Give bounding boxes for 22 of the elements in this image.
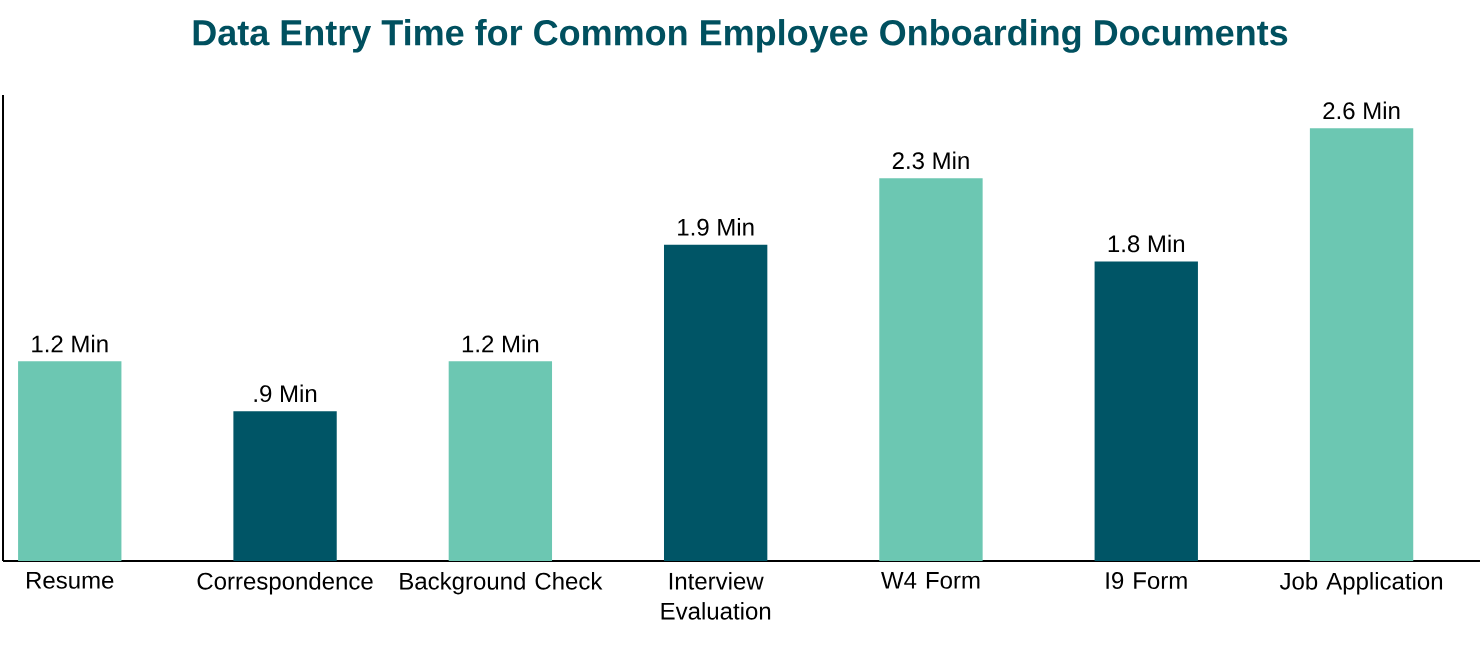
data-label: .9 Min — [254, 384, 317, 403]
bar — [1094, 261, 1198, 561]
x-tick-label: Background Check — [400, 572, 603, 595]
data-label: 1.9 Min — [678, 218, 754, 236]
data-label: 1.2 Min — [32, 334, 108, 353]
chart-title: Data Entry Time for Common Employee Onboarding Documents — [193, 19, 1288, 53]
x-tick-label: Resume — [27, 572, 114, 589]
x-tick-label: I9 Form — [1106, 572, 1187, 590]
bar — [1309, 128, 1414, 561]
bar — [448, 361, 553, 561]
x-tick-label: W4 Form — [881, 572, 980, 589]
bar — [233, 411, 337, 561]
x-tick-label: Job Application — [1279, 572, 1443, 595]
data-label: 2.6 Min — [1323, 101, 1400, 120]
data-label: 2.3 Min — [892, 151, 969, 170]
x-tick-label: Correspondence — [197, 572, 373, 595]
bar — [879, 178, 983, 561]
x-tick-label: Interview Evaluation — [661, 572, 771, 620]
data-label: 1.2 Min — [462, 334, 539, 353]
data-label: 1.8 Min — [1108, 234, 1185, 253]
bar — [663, 244, 768, 561]
bar — [18, 361, 122, 561]
